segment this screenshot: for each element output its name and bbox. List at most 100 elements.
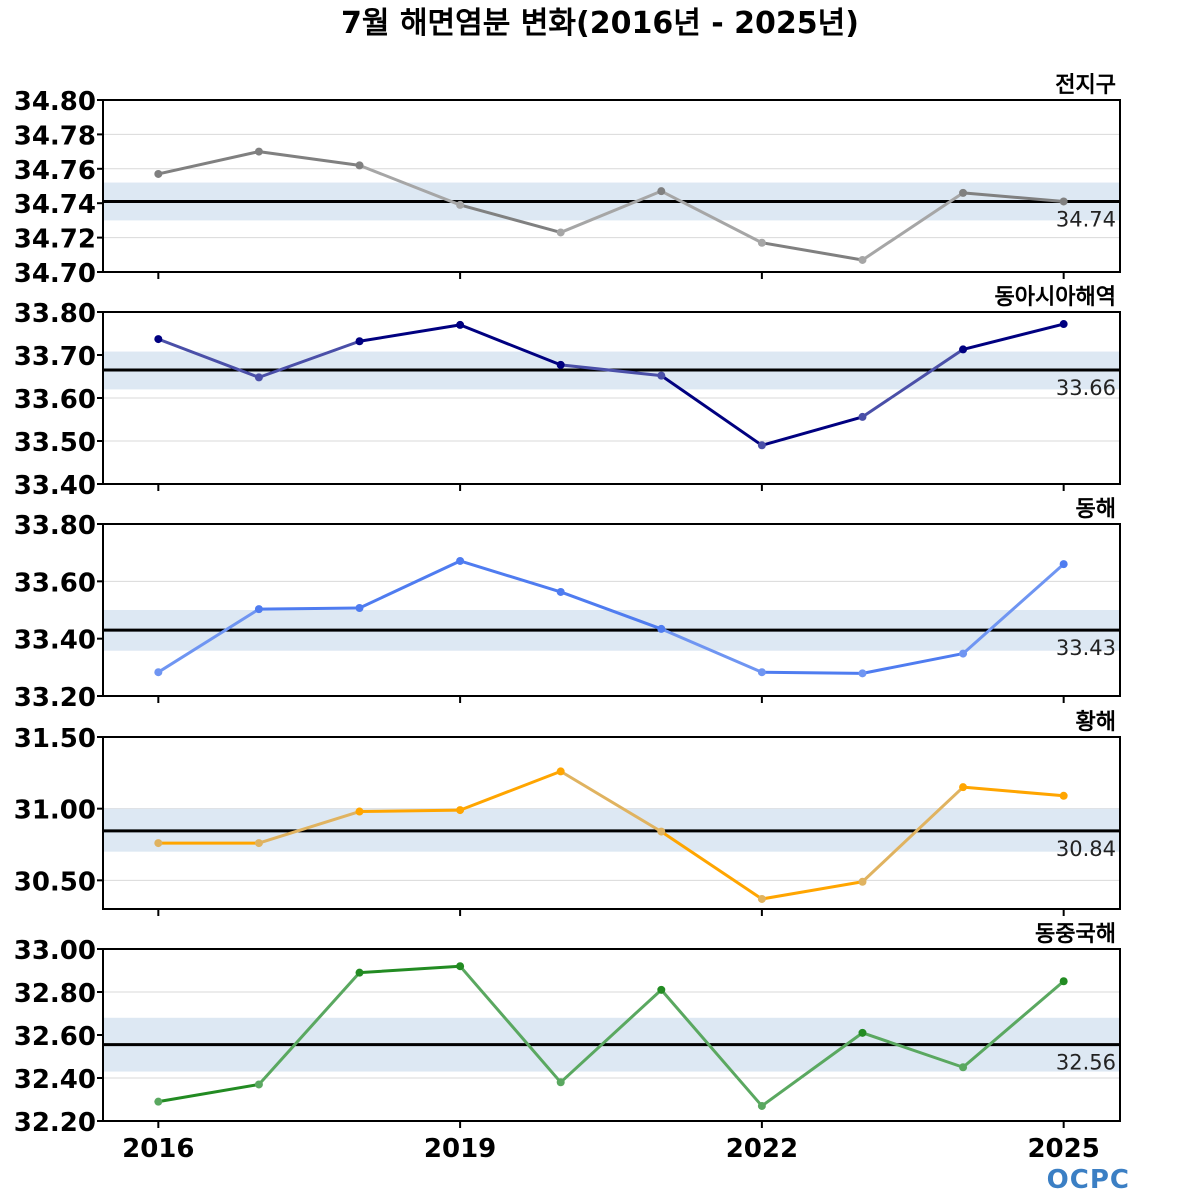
series-segment bbox=[659, 374, 764, 447]
data-point bbox=[858, 255, 867, 264]
data-point bbox=[254, 147, 263, 156]
series-segment bbox=[961, 562, 1066, 656]
x-axis: 2016 2019 2022 2025 bbox=[122, 1134, 1100, 1164]
data-point bbox=[657, 371, 666, 380]
data-point bbox=[1059, 197, 1068, 206]
data-point bbox=[959, 345, 968, 354]
series-segment bbox=[659, 627, 764, 674]
series-segment bbox=[760, 415, 864, 447]
y-tick-label: 34.70 bbox=[14, 259, 96, 289]
y-tick-label: 33.50 bbox=[14, 428, 96, 458]
panel-title: 동중국해 bbox=[1035, 922, 1116, 947]
y-tick-label: 33.80 bbox=[14, 511, 96, 541]
data-point bbox=[355, 807, 364, 816]
data-point bbox=[556, 360, 565, 369]
series-segment bbox=[458, 323, 563, 367]
y-tick-label: 33.60 bbox=[14, 568, 96, 598]
series-segment bbox=[257, 810, 362, 845]
y-tick-label: 31.00 bbox=[14, 796, 96, 826]
data-point bbox=[858, 877, 867, 886]
data-point bbox=[959, 188, 968, 197]
data-point bbox=[657, 827, 666, 836]
series-segment bbox=[156, 1082, 261, 1104]
series-segment bbox=[257, 339, 362, 379]
mean-value-label: 33.43 bbox=[1056, 636, 1116, 660]
series-segment bbox=[257, 150, 362, 167]
panel-title: 전지구 bbox=[1055, 73, 1116, 98]
series-segment bbox=[559, 988, 663, 1084]
y-tick-label: 30.50 bbox=[14, 867, 96, 897]
y-tick-label: 34.72 bbox=[14, 225, 96, 255]
data-point bbox=[657, 187, 666, 196]
data-point bbox=[858, 1028, 867, 1037]
series-segment bbox=[559, 590, 663, 631]
data-point bbox=[154, 839, 163, 848]
logo-text: OCPC bbox=[1047, 1165, 1130, 1195]
y-tick-label: 34.80 bbox=[14, 87, 96, 117]
mean-value-label: 33.66 bbox=[1056, 376, 1116, 400]
series-segment bbox=[358, 559, 462, 610]
series-segment bbox=[961, 322, 1066, 351]
data-point bbox=[1059, 977, 1068, 986]
series-segment bbox=[860, 1031, 965, 1069]
series-segment bbox=[760, 880, 864, 901]
y-tick-label: 33.00 bbox=[14, 936, 96, 966]
data-point bbox=[456, 962, 465, 971]
series-segment bbox=[358, 163, 462, 207]
data-point bbox=[858, 412, 867, 421]
data-point bbox=[657, 624, 666, 633]
data-point bbox=[757, 894, 766, 903]
panel-title: 동해 bbox=[1076, 497, 1116, 522]
data-point bbox=[355, 337, 364, 346]
panel-2: 33.43 동해 33.20 33.40 33.60 33.80 bbox=[14, 497, 1121, 713]
series-segment bbox=[860, 785, 965, 884]
y-tick-label: 32.80 bbox=[14, 979, 96, 1009]
data-point bbox=[757, 238, 766, 247]
data-point bbox=[154, 169, 163, 178]
y-tick-label: 32.60 bbox=[14, 1022, 96, 1052]
x-tick-label: 2019 bbox=[424, 1134, 496, 1164]
data-point bbox=[456, 320, 465, 329]
series-segment bbox=[559, 189, 663, 234]
chart-title: 7월 해면염분 변화(2016년 - 2025년) bbox=[341, 6, 859, 41]
series-segment bbox=[760, 241, 864, 262]
y-tick-label: 34.76 bbox=[14, 156, 96, 186]
data-point bbox=[959, 649, 968, 658]
panel-frame bbox=[102, 736, 1121, 910]
series-segment bbox=[257, 971, 362, 1086]
data-point bbox=[1059, 791, 1068, 800]
series-segment bbox=[961, 191, 1066, 203]
panel-0: 34.74 전지구 34.70 34.72 34.74 34.76 34.78 34.80 bbox=[14, 73, 1121, 289]
panel-frame bbox=[102, 523, 1121, 697]
data-point bbox=[456, 556, 465, 565]
data-point bbox=[556, 228, 565, 237]
data-point bbox=[556, 1078, 565, 1087]
panel-4: 32.56 동중국해 32.20 32.40 32.60 32.80 33.00 bbox=[14, 922, 1121, 1138]
y-tick-label: 33.40 bbox=[14, 471, 96, 501]
y-tick-label: 33.80 bbox=[14, 299, 96, 329]
data-point bbox=[254, 605, 263, 614]
x-tick-label: 2025 bbox=[1027, 1134, 1099, 1164]
series-segment bbox=[358, 964, 462, 975]
series-segment bbox=[961, 979, 1066, 1069]
series-segment bbox=[257, 606, 362, 611]
series-segment bbox=[458, 203, 563, 234]
x-tick-label: 2022 bbox=[726, 1134, 798, 1164]
panels-group: 34.74 전지구 34.70 34.72 34.74 34.76 34.78 34.80 33… bbox=[14, 73, 1121, 1138]
y-tick-label: 34.74 bbox=[14, 190, 96, 220]
y-tick-label: 33.40 bbox=[14, 626, 96, 656]
series-segment bbox=[156, 607, 261, 674]
data-point bbox=[657, 985, 666, 994]
data-point bbox=[757, 441, 766, 450]
data-point bbox=[254, 373, 263, 382]
data-point bbox=[355, 161, 364, 170]
series-segment bbox=[156, 337, 261, 379]
panel-title: 동아시아해역 bbox=[995, 285, 1116, 310]
mean-value-label: 32.56 bbox=[1056, 1051, 1116, 1075]
data-point bbox=[154, 335, 163, 344]
data-point bbox=[254, 1080, 263, 1089]
series-segment bbox=[358, 808, 462, 814]
data-point bbox=[355, 603, 364, 612]
ocpc-logo: OCPC bbox=[1047, 1165, 1130, 1195]
